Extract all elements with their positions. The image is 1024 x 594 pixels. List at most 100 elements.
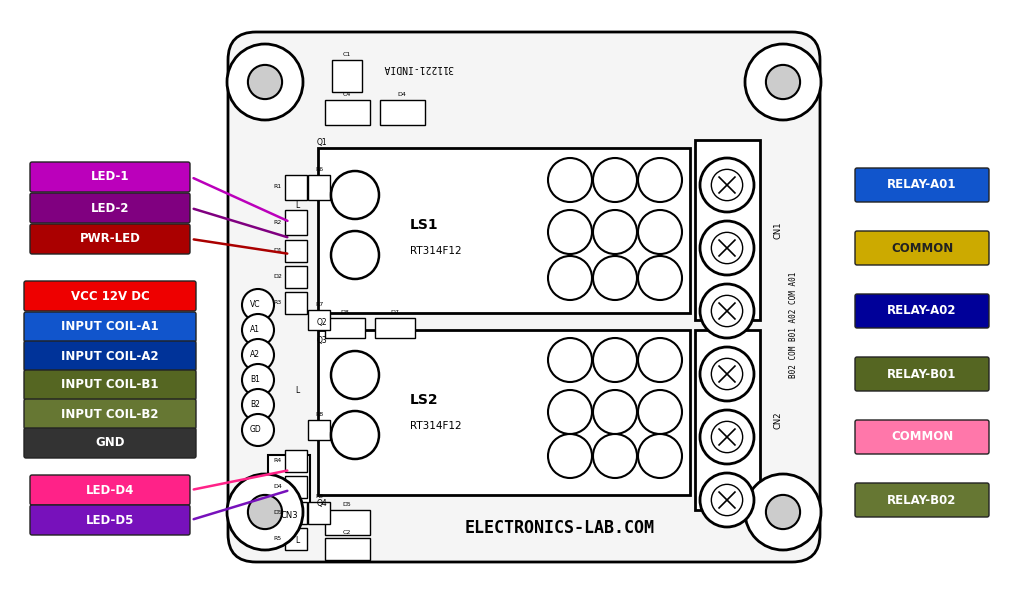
Circle shape (712, 421, 742, 453)
Circle shape (638, 434, 682, 478)
Circle shape (638, 338, 682, 382)
Text: D5: D5 (343, 502, 351, 507)
Text: INPUT COIL-A2: INPUT COIL-A2 (61, 349, 159, 362)
Circle shape (712, 169, 742, 201)
Text: INPUT COIL-B1: INPUT COIL-B1 (61, 378, 159, 391)
Circle shape (242, 289, 274, 321)
Text: R2: R2 (273, 220, 282, 225)
Bar (318, 330, 690, 495)
Text: LS1: LS1 (410, 218, 438, 232)
Bar (285, 210, 307, 235)
Bar (268, 455, 310, 505)
Text: RELAY-A02: RELAY-A02 (887, 305, 956, 318)
Circle shape (242, 339, 274, 371)
Text: D5: D5 (273, 510, 282, 516)
Text: C2: C2 (343, 530, 351, 535)
Bar (285, 292, 307, 314)
Circle shape (700, 473, 754, 527)
Text: C1: C1 (343, 52, 351, 57)
Text: L: L (295, 386, 299, 395)
Circle shape (593, 210, 637, 254)
Circle shape (638, 390, 682, 434)
Circle shape (248, 495, 282, 529)
Circle shape (766, 65, 800, 99)
FancyBboxPatch shape (30, 224, 190, 254)
Bar (695, 140, 760, 320)
Text: LED-D4: LED-D4 (86, 484, 134, 497)
Circle shape (242, 314, 274, 346)
Circle shape (242, 414, 274, 446)
Text: VCC 12V DC: VCC 12V DC (71, 289, 150, 302)
FancyBboxPatch shape (24, 341, 196, 371)
Text: R9: R9 (314, 494, 324, 499)
Text: L: L (295, 536, 299, 545)
Circle shape (227, 44, 303, 120)
Circle shape (242, 389, 274, 421)
Circle shape (331, 351, 379, 399)
Text: R6: R6 (315, 167, 323, 172)
Bar (325, 100, 370, 125)
Text: R8: R8 (315, 412, 323, 417)
Circle shape (593, 338, 637, 382)
Text: COMMON: COMMON (891, 431, 953, 444)
Text: INPUT COIL-A1: INPUT COIL-A1 (61, 321, 159, 333)
FancyBboxPatch shape (24, 428, 196, 458)
Circle shape (712, 484, 742, 516)
Bar (332, 60, 362, 92)
FancyBboxPatch shape (228, 32, 820, 562)
Circle shape (638, 158, 682, 202)
Text: CN2: CN2 (773, 411, 782, 429)
Text: RT314F12: RT314F12 (410, 421, 462, 431)
Bar (325, 318, 365, 338)
Text: INPUT COIL-B2: INPUT COIL-B2 (61, 407, 159, 421)
Bar (380, 100, 425, 125)
Text: R4: R4 (273, 459, 282, 463)
Text: RELAY-B01: RELAY-B01 (888, 368, 956, 381)
Circle shape (548, 434, 592, 478)
Circle shape (331, 411, 379, 459)
FancyBboxPatch shape (30, 193, 190, 223)
Circle shape (548, 158, 592, 202)
Text: 311221-INDIA: 311221-INDIA (383, 63, 454, 73)
Text: D4: D4 (397, 92, 407, 97)
Circle shape (593, 390, 637, 434)
Circle shape (766, 495, 800, 529)
Text: Q4: Q4 (317, 499, 328, 508)
Circle shape (745, 44, 821, 120)
FancyBboxPatch shape (24, 370, 196, 400)
Circle shape (700, 410, 754, 464)
Circle shape (242, 364, 274, 396)
Circle shape (227, 474, 303, 550)
FancyBboxPatch shape (855, 231, 989, 265)
Text: B1: B1 (250, 375, 260, 384)
FancyBboxPatch shape (24, 399, 196, 429)
Text: RT314F12: RT314F12 (410, 246, 462, 256)
Circle shape (548, 390, 592, 434)
Text: R5: R5 (273, 536, 282, 542)
Text: A1: A1 (250, 325, 260, 334)
Circle shape (712, 295, 742, 327)
Text: GND: GND (95, 437, 125, 450)
Circle shape (331, 171, 379, 219)
FancyBboxPatch shape (855, 168, 989, 202)
Text: VC: VC (250, 300, 260, 309)
Text: RELAY-B02: RELAY-B02 (888, 494, 956, 507)
Text: RELAY-A01: RELAY-A01 (887, 179, 956, 191)
Circle shape (700, 284, 754, 338)
FancyBboxPatch shape (855, 357, 989, 391)
Bar (325, 538, 370, 560)
Bar (285, 528, 307, 550)
Text: GD: GD (250, 425, 262, 434)
Text: ELECTRONICS-LAB.COM: ELECTRONICS-LAB.COM (465, 519, 655, 537)
Text: CN1: CN1 (773, 221, 782, 239)
Text: D1: D1 (273, 248, 282, 254)
FancyBboxPatch shape (24, 312, 196, 342)
Circle shape (745, 474, 821, 550)
Circle shape (248, 65, 282, 99)
Text: PWR-LED: PWR-LED (80, 232, 140, 245)
Circle shape (700, 221, 754, 275)
Circle shape (548, 338, 592, 382)
FancyBboxPatch shape (855, 294, 989, 328)
Text: Q1: Q1 (317, 138, 328, 147)
Text: A2: A2 (250, 350, 260, 359)
